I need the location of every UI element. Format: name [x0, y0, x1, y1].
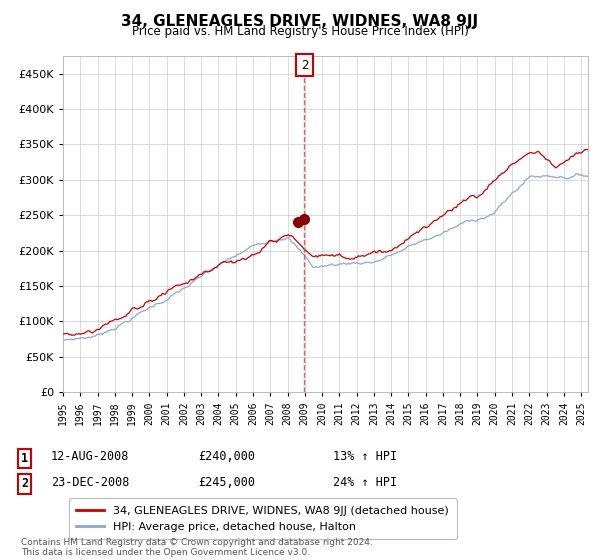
Text: £245,000: £245,000 — [198, 475, 255, 488]
Text: 1: 1 — [21, 452, 28, 465]
Legend: 34, GLENEAGLES DRIVE, WIDNES, WA8 9JJ (detached house), HPI: Average price, deta: 34, GLENEAGLES DRIVE, WIDNES, WA8 9JJ (d… — [68, 498, 457, 539]
Text: 34, GLENEAGLES DRIVE, WIDNES, WA8 9JJ: 34, GLENEAGLES DRIVE, WIDNES, WA8 9JJ — [121, 14, 479, 29]
Text: 13% ↑ HPI: 13% ↑ HPI — [333, 450, 397, 463]
Text: Price paid vs. HM Land Registry's House Price Index (HPI): Price paid vs. HM Land Registry's House … — [131, 25, 469, 38]
Text: 23-DEC-2008: 23-DEC-2008 — [51, 475, 130, 488]
Text: 24% ↑ HPI: 24% ↑ HPI — [333, 475, 397, 488]
Text: 12-AUG-2008: 12-AUG-2008 — [51, 450, 130, 463]
Text: 2: 2 — [21, 477, 28, 490]
Text: Contains HM Land Registry data © Crown copyright and database right 2024.
This d: Contains HM Land Registry data © Crown c… — [21, 538, 373, 557]
Text: 2: 2 — [301, 59, 308, 72]
Text: £240,000: £240,000 — [198, 450, 255, 463]
